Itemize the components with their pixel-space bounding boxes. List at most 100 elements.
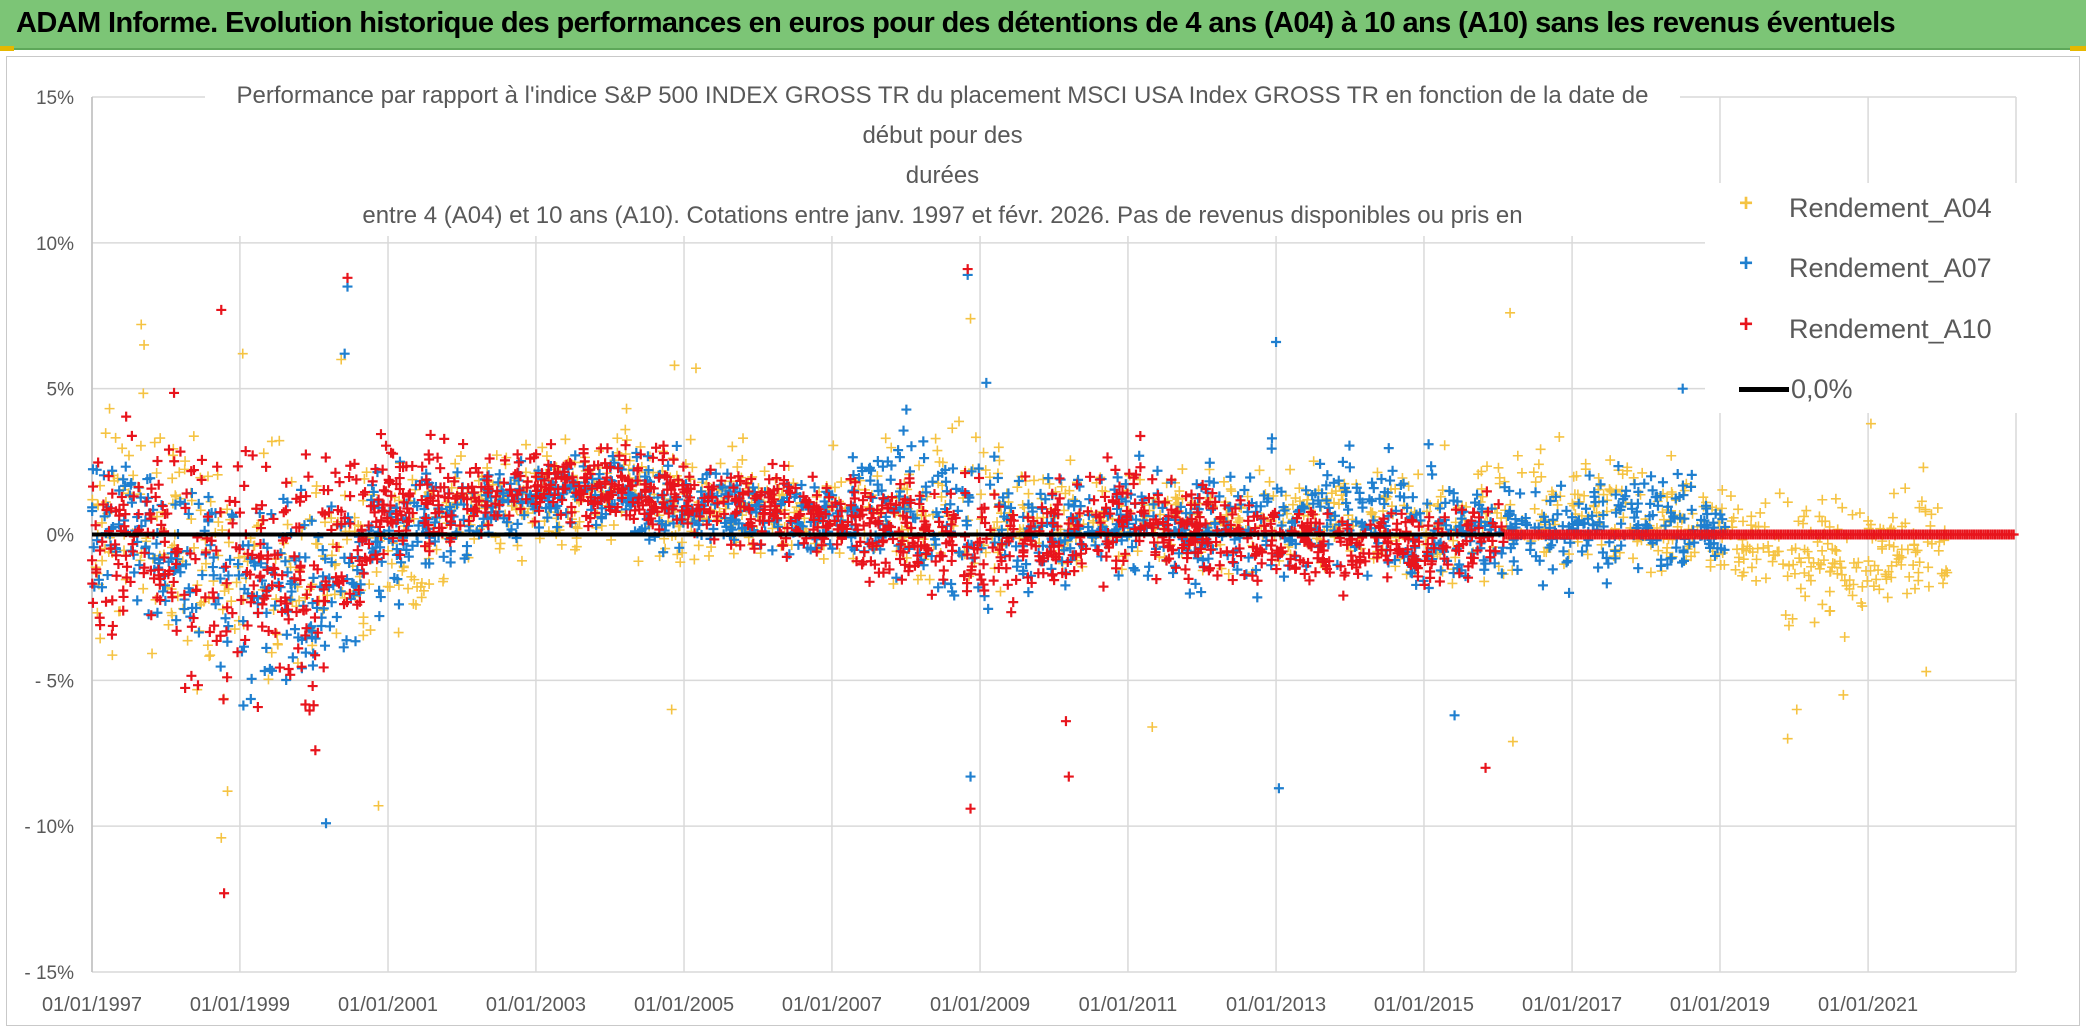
data-point — [545, 503, 556, 514]
data-point — [394, 462, 405, 473]
data-point — [193, 627, 204, 638]
data-point — [1050, 505, 1061, 516]
data-point — [211, 635, 222, 646]
data-point — [658, 547, 669, 558]
data-point — [333, 578, 344, 589]
data-point — [1110, 464, 1121, 475]
data-point — [1134, 536, 1145, 547]
data-point — [1290, 538, 1301, 549]
data-point — [1837, 502, 1848, 513]
data-point — [1233, 524, 1244, 535]
data-point — [1064, 485, 1075, 496]
data-point — [247, 450, 258, 461]
data-point — [945, 499, 956, 510]
data-point — [671, 492, 682, 503]
data-point — [737, 454, 748, 465]
data-point — [1396, 508, 1407, 519]
data-point — [1564, 587, 1575, 598]
data-point — [737, 523, 748, 534]
data-point — [1887, 512, 1898, 523]
data-point — [735, 475, 746, 486]
outlier-point — [1791, 704, 1802, 715]
data-point — [87, 578, 98, 589]
data-point — [171, 615, 182, 626]
data-point — [1285, 464, 1296, 475]
data-point — [172, 544, 183, 555]
data-point — [310, 650, 321, 661]
data-point — [1677, 557, 1688, 568]
data-point — [505, 484, 516, 495]
data-point — [1161, 555, 1172, 566]
data-point — [829, 515, 840, 526]
data-point — [140, 515, 151, 526]
data-point — [1170, 562, 1181, 573]
data-point — [950, 512, 961, 523]
data-point — [1063, 518, 1074, 529]
data-point — [739, 501, 750, 512]
data-point — [1065, 543, 1076, 554]
data-point — [449, 476, 460, 487]
data-point — [857, 505, 868, 516]
data-point — [798, 538, 809, 549]
data-point — [403, 490, 414, 501]
data-point — [979, 502, 990, 513]
data-point — [310, 745, 321, 756]
data-point — [1677, 480, 1688, 491]
data-point — [141, 496, 152, 507]
data-point — [240, 634, 251, 645]
data-point — [1704, 538, 1715, 549]
legend-marker-a04: + — [1739, 190, 1754, 217]
data-point — [1434, 503, 1445, 514]
data-point — [515, 504, 526, 515]
data-point — [864, 576, 875, 587]
data-point — [360, 552, 371, 563]
data-point — [1063, 499, 1074, 510]
data-point — [1067, 513, 1078, 524]
data-point — [694, 511, 705, 522]
data-point — [530, 481, 541, 492]
data-point — [726, 522, 737, 533]
data-point — [1552, 499, 1563, 510]
data-point — [1419, 579, 1430, 590]
data-point — [998, 492, 1009, 503]
data-point — [276, 606, 287, 617]
data-point — [1468, 507, 1479, 518]
data-point — [558, 461, 569, 472]
data-point — [1806, 561, 1817, 572]
data-point — [1150, 549, 1161, 560]
data-point — [930, 433, 941, 444]
data-point — [272, 638, 283, 649]
data-point — [1011, 561, 1022, 572]
data-point — [738, 489, 749, 500]
data-point — [1144, 561, 1155, 572]
data-point — [483, 470, 494, 481]
data-point — [1047, 488, 1058, 499]
data-point — [322, 590, 333, 601]
x-axis-ticks: 01/01/1997 01/01/1999 01/01/2001 01/01/2003… — [42, 994, 1918, 1016]
data-point — [268, 513, 279, 524]
data-point — [1214, 491, 1225, 502]
data-point — [1027, 506, 1038, 517]
data-point — [725, 472, 736, 483]
data-point — [1788, 559, 1799, 570]
data-point — [1531, 551, 1541, 562]
data-point — [627, 480, 638, 491]
data-point — [1067, 494, 1078, 505]
data-point — [1322, 470, 1333, 481]
data-point — [623, 474, 634, 485]
data-point — [673, 474, 684, 485]
data-point — [896, 574, 907, 585]
data-point — [718, 496, 729, 507]
data-point — [685, 434, 696, 445]
data-point — [836, 519, 847, 530]
data-point — [732, 462, 743, 473]
data-point — [1069, 501, 1080, 512]
data-point — [594, 469, 605, 480]
data-point — [1908, 560, 1919, 571]
data-point — [549, 489, 560, 500]
data-point — [684, 471, 695, 482]
data-point — [1076, 539, 1087, 550]
data-point — [1069, 566, 1080, 577]
data-point — [1266, 433, 1277, 444]
data-point — [285, 562, 296, 573]
